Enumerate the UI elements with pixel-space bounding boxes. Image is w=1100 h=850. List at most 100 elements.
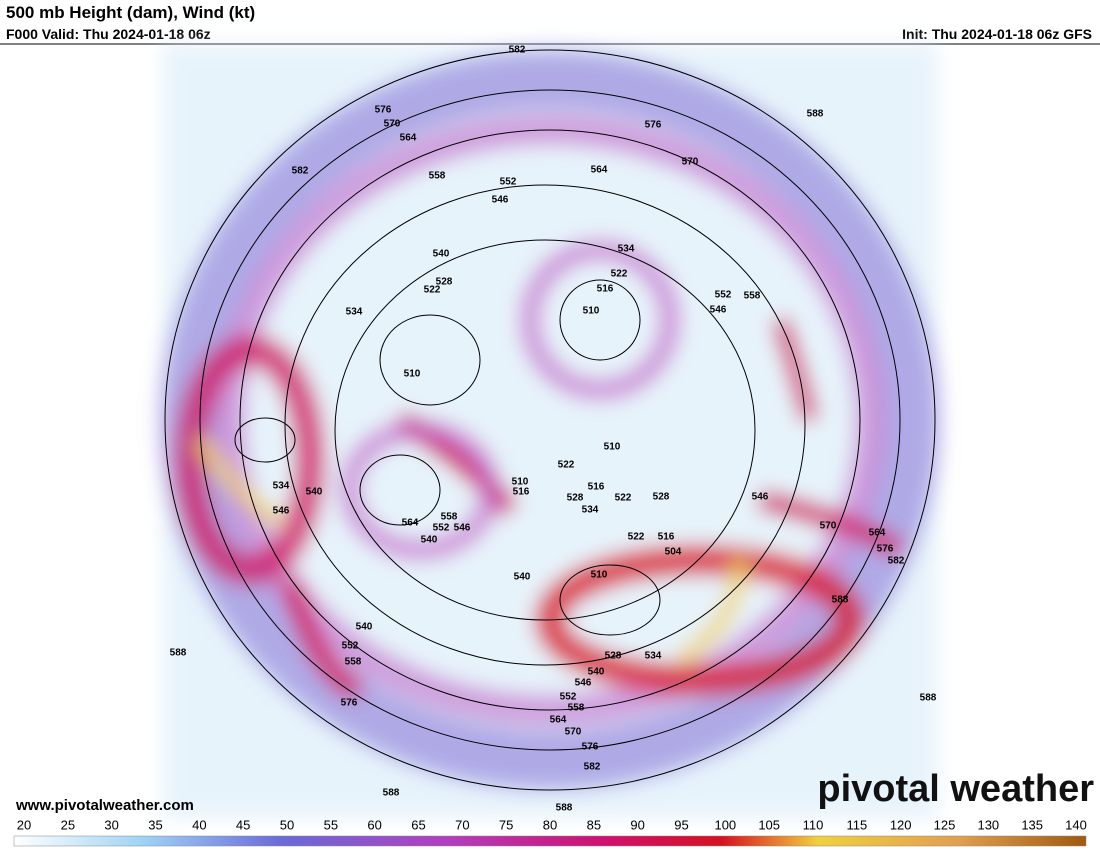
contour-label: 516 <box>588 482 605 493</box>
contour-label: 552 <box>500 177 517 188</box>
contour-label: 540 <box>514 572 531 583</box>
contour-label: 564 <box>400 133 417 144</box>
contour-label: 570 <box>565 727 582 738</box>
wind-shading <box>160 44 940 818</box>
colorbar-tick-label: 115 <box>846 817 867 832</box>
colorbar-tick-label: 40 <box>192 817 206 832</box>
contour-label: 534 <box>273 481 290 492</box>
colorbar-tick-label: 85 <box>587 817 601 832</box>
colorbar-tick-label: 50 <box>280 817 294 832</box>
contour-label: 582 <box>888 556 905 567</box>
contour-label: 588 <box>170 648 187 659</box>
contour-label: 540 <box>421 535 438 546</box>
valid-time: F000 Valid: Thu 2024-01-18 06z <box>6 26 211 42</box>
contour-label: 516 <box>658 532 675 543</box>
contour-label: 510 <box>591 570 608 581</box>
contour-label: 534 <box>582 505 599 516</box>
contour-label: 528 <box>653 492 670 503</box>
init-time: Init: Thu 2024-01-18 06z GFS <box>902 26 1092 42</box>
contour-label: 510 <box>512 477 529 488</box>
contour-label: 576 <box>645 120 662 131</box>
contour-label: 588 <box>383 788 400 799</box>
contour-label: 552 <box>560 692 577 703</box>
contour-label: 558 <box>744 291 761 302</box>
contour-label: 516 <box>597 284 614 295</box>
contour-label: 540 <box>433 249 450 260</box>
contour-label: 582 <box>584 762 601 773</box>
contour-label: 552 <box>342 641 359 652</box>
contour-label: 516 <box>513 487 530 498</box>
contour-label: 588 <box>556 803 573 814</box>
contour-label: 564 <box>402 518 419 529</box>
contour-label: 558 <box>345 657 362 668</box>
contour-label: 522 <box>558 460 575 471</box>
colorbar-tick-label: 25 <box>61 817 75 832</box>
contour-label: 576 <box>877 544 894 555</box>
contour-label: 540 <box>306 487 323 498</box>
contour-label: 558 <box>568 703 585 714</box>
contour-label: 588 <box>832 595 849 606</box>
contour-label: 546 <box>575 678 592 689</box>
contour-label: 546 <box>752 492 769 503</box>
contour-label: 534 <box>618 244 635 255</box>
colorbar-tick-label: 120 <box>890 817 912 832</box>
colorbar-tick-label: 70 <box>455 817 469 832</box>
contour-label: 564 <box>591 165 608 176</box>
contour-label: 576 <box>582 742 599 753</box>
colorbar-tick-label: 140 <box>1065 817 1087 832</box>
colorbar-tick-label: 130 <box>977 817 999 832</box>
contour-label: 588 <box>807 109 824 120</box>
contour-label: 582 <box>292 166 309 177</box>
height-contours <box>164 49 936 791</box>
contour-label: 540 <box>588 667 605 678</box>
contour-label: 534 <box>645 651 662 662</box>
contour-label: 558 <box>429 171 446 182</box>
contour-label: 546 <box>273 506 290 517</box>
contour-label: 582 <box>509 45 526 56</box>
colorbar-tick-label: 105 <box>758 817 780 832</box>
colorbar-tick-label: 135 <box>1021 817 1043 832</box>
contour-label: 510 <box>583 306 600 317</box>
contour-label: 546 <box>710 305 727 316</box>
contour-label: 546 <box>492 195 509 206</box>
contour-label: 576 <box>341 698 358 709</box>
colorbar-tick-label: 75 <box>499 817 513 832</box>
contour-label: 528 <box>605 651 622 662</box>
contour-label: 552 <box>715 290 732 301</box>
colorbar-tick-label: 80 <box>543 817 557 832</box>
contour-label: 552 <box>433 523 450 534</box>
colorbar-tick-label: 100 <box>714 817 736 832</box>
contour-label: 510 <box>604 442 621 453</box>
contour-label: 528 <box>567 493 584 504</box>
contour-label: 510 <box>404 369 421 380</box>
contour-label: 504 <box>665 547 682 558</box>
contour-label: 522 <box>424 285 441 296</box>
colorbar-tick-label: 125 <box>934 817 956 832</box>
colorbar-tick-label: 65 <box>411 817 425 832</box>
contour-label: 576 <box>375 105 392 116</box>
colorbar <box>13 835 1087 847</box>
contour-label: 558 <box>441 512 458 523</box>
colorbar-tick-label: 35 <box>148 817 162 832</box>
colorbar-tick-label: 20 <box>17 817 31 832</box>
contour-label: 540 <box>356 622 373 633</box>
contour-label: 528 <box>436 277 453 288</box>
colorbar-tick-label: 55 <box>324 817 338 832</box>
contour-label: 570 <box>682 157 699 168</box>
contour-label: 522 <box>615 493 632 504</box>
contour-label: 570 <box>820 521 837 532</box>
contour-label: 534 <box>346 307 363 318</box>
colorbar-tick-label: 110 <box>803 817 824 832</box>
colorbar-tick-label: 30 <box>104 817 118 832</box>
contour-label: 522 <box>628 532 645 543</box>
contour-label: 588 <box>920 693 937 704</box>
logo: pivotal weather <box>817 768 1094 810</box>
website: www.pivotalweather.com <box>16 797 194 814</box>
colorbar-tick-label: 60 <box>367 817 381 832</box>
contour-label: 564 <box>869 528 886 539</box>
contour-label: 522 <box>611 269 628 280</box>
contour-label: 570 <box>384 119 401 130</box>
contour-label: 546 <box>454 523 471 534</box>
